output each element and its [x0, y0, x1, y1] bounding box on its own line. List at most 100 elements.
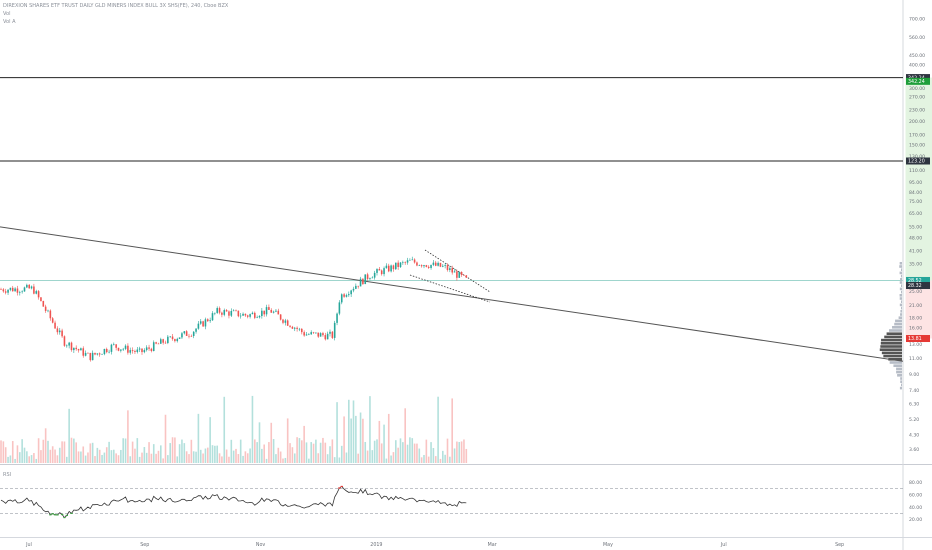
candle-body [456, 271, 458, 278]
volume-bar [284, 457, 287, 463]
volume-profile-bin [899, 265, 902, 268]
candle-body [129, 350, 132, 353]
price-tick-label: 41.00 [909, 248, 922, 254]
candle-body [317, 332, 320, 337]
volume-profile-bin [881, 351, 902, 355]
volume-bar [127, 410, 129, 463]
volume-profile-bin [893, 364, 902, 367]
candle-body [244, 313, 247, 316]
candle-body [33, 286, 35, 294]
price-axis[interactable]: 700.00560.00450.00400.00350.00300.00270.… [906, 17, 930, 523]
candle-body [310, 332, 312, 335]
candle-body [392, 265, 395, 270]
volume-bar [263, 444, 265, 463]
drawings[interactable] [0, 77, 904, 362]
volume-bar [460, 441, 463, 463]
volume-bar [204, 448, 207, 463]
volume-bar [350, 418, 352, 463]
volume-profile-bin [900, 313, 902, 316]
volume-bar [96, 447, 99, 463]
volume-bar [246, 453, 249, 463]
volume-bar [214, 445, 216, 463]
volume-bar [58, 447, 61, 463]
candle-body [345, 295, 348, 297]
wedge-lower[interactable] [409, 274, 491, 303]
volume-bar [357, 453, 359, 463]
volume-bar [30, 455, 33, 463]
volume-bar [465, 448, 468, 463]
volume-bar [207, 447, 209, 463]
volume-bar [239, 439, 242, 463]
candle-body [42, 300, 45, 307]
volume-profile [879, 262, 902, 390]
candle-body [406, 260, 409, 263]
volume-bar [211, 445, 214, 463]
volume-bar [298, 438, 301, 463]
candle-body [362, 278, 364, 285]
candle-body [108, 351, 110, 353]
candle-body [136, 349, 139, 352]
volume-bar [432, 448, 435, 463]
candle-body [289, 325, 291, 327]
price-tick-label: 3.60 [909, 447, 919, 453]
candle-body [282, 319, 284, 323]
candle-body [427, 266, 430, 268]
last-price-tag: 28.32 [906, 282, 930, 289]
volume-bar [218, 453, 221, 463]
trend-line[interactable] [0, 226, 904, 362]
volume-bar [47, 440, 49, 463]
candle-body [176, 338, 179, 342]
volume-bar [157, 450, 160, 463]
candles [0, 256, 468, 362]
candle-body [409, 259, 411, 261]
price-tick-label: 11.00 [909, 356, 922, 362]
candle-body [425, 265, 428, 267]
volume-profile-bin [879, 348, 902, 351]
candle-body [84, 352, 87, 356]
volume-bar [270, 422, 273, 463]
volume-bar [458, 442, 461, 463]
candle-body [211, 313, 214, 321]
candle-body [279, 314, 282, 320]
volume-bar [221, 456, 223, 463]
volume-bar [190, 439, 193, 463]
candle-body [75, 347, 77, 350]
candle-body [380, 270, 383, 275]
volume-bar [124, 438, 127, 463]
candle-body [174, 339, 176, 342]
candle-body [355, 285, 357, 289]
candle-body [413, 259, 416, 263]
candle-body [387, 265, 390, 272]
candle-body [463, 274, 465, 276]
volume-bar [395, 440, 397, 463]
candle-body [9, 287, 12, 290]
volume-bar [197, 413, 200, 463]
candle-body [58, 330, 61, 333]
current-price-tag-text: 28.52 [908, 278, 922, 284]
candle-body [293, 327, 296, 329]
time-axis[interactable]: Jul Sep Nov 2019 Mar May Jul Sep [25, 542, 844, 548]
candle-body [2, 289, 5, 292]
candle-body [178, 337, 181, 339]
volume-bar [296, 437, 298, 463]
wedge-upper[interactable] [424, 249, 491, 293]
volume-bar [51, 446, 54, 463]
candle-body [343, 294, 345, 297]
candle-body [218, 308, 221, 313]
volume-profile-bin [900, 380, 902, 383]
volume-profile-bin [901, 268, 902, 271]
candle-body [465, 275, 468, 278]
volume-bar [94, 456, 96, 463]
volume-bar [434, 456, 437, 463]
volume-bar [115, 453, 117, 463]
candle-body [145, 347, 148, 351]
volume-bar [171, 437, 174, 463]
candle-body [0, 289, 2, 290]
candle-body [152, 342, 155, 351]
candle-body [395, 262, 397, 270]
volume-bar [223, 396, 226, 463]
position-zones [0, 77, 932, 339]
candle-body [169, 336, 171, 338]
